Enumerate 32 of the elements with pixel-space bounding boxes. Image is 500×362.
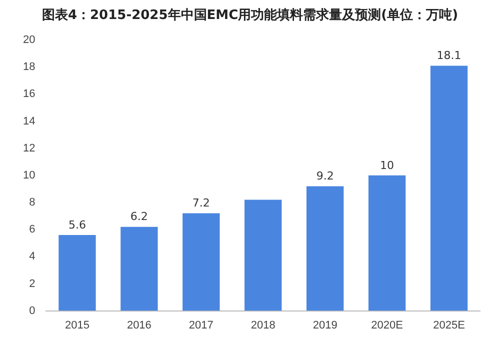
y-tick-label: 4 [29,250,36,263]
data-label: 5.6 [68,218,86,232]
y-tick-label: 18 [22,61,36,74]
y-tick-label: 16 [22,88,36,100]
y-tick-label: 14 [22,115,36,128]
bar [368,175,406,311]
y-tick-label: 20 [22,34,36,46]
data-label: 7.2 [192,196,210,210]
data-label: 9.2 [316,170,334,183]
x-tick-label: 2018 [250,319,276,332]
bar [244,200,282,311]
y-tick-label: 10 [22,169,36,182]
chart-title: 图表4：2015-2025年中国EMC用功能填料需求量及预测(单位：万吨) [40,7,460,24]
y-tick-label: 8 [29,196,36,209]
bar [306,186,344,311]
x-tick-label: 2016 [126,319,152,332]
y-tick-label: 6 [29,224,36,236]
x-tick-label: 2020E [371,319,403,332]
data-label: 10 [380,158,394,172]
y-tick-label: 2 [29,278,36,290]
bar [58,234,96,311]
bar [120,226,158,311]
y-tick-label: 0 [29,304,36,317]
x-tick-label: 2025E [433,319,465,332]
x-tick-label: 2017 [188,319,214,332]
x-tick-label: 2019 [312,319,338,332]
x-tick-label: 2015 [64,319,90,332]
bar [430,66,468,311]
bar [182,213,220,311]
data-label: 18.1 [436,49,462,62]
y-tick-label: 12 [22,142,36,154]
data-label: 6.2 [130,210,148,224]
